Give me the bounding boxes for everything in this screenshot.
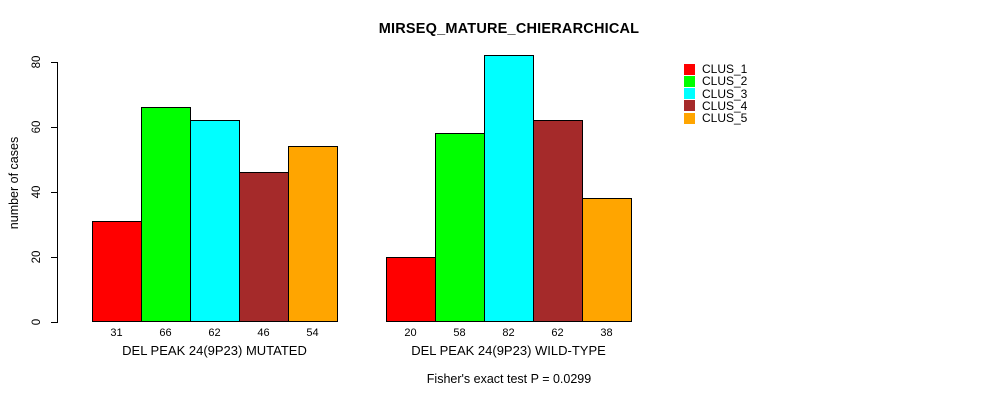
y-tick-20 — [51, 256, 58, 258]
bar-value-clus_5-group1: 54 — [306, 327, 319, 339]
bar-clus_3-group2 — [484, 55, 534, 322]
chart-title: MIRSEQ_MATURE_CHIERARCHICAL — [378, 21, 640, 37]
bar-value-clus_2-group2: 58 — [453, 327, 466, 339]
legend-item-clus_4: CLUS_4 — [684, 100, 747, 112]
bar-value-clus_3-group2: 82 — [502, 327, 515, 339]
bar-value-clus_4-group1: 46 — [257, 327, 270, 339]
bar-value-clus_1-group2: 20 — [404, 327, 417, 339]
y-tick-0 — [51, 321, 58, 323]
caption-fisher-test: Fisher's exact test P = 0.0299 — [426, 372, 592, 386]
legend-item-clus_3: CLUS_3 — [684, 88, 747, 100]
bar-clus_2-group1 — [141, 107, 191, 322]
legend-label-clus_3: CLUS_3 — [702, 86, 748, 101]
y-tick-80 — [51, 61, 58, 63]
legend-label-clus_1: CLUS_1 — [702, 62, 748, 76]
y-tick-label-0: 0 — [31, 318, 43, 326]
bar-clus_5-group2 — [582, 198, 632, 322]
bar-value-clus_2-group1: 66 — [159, 327, 172, 339]
bar-clus_1-group1 — [92, 221, 142, 322]
bar-value-clus_5-group2: 38 — [600, 327, 613, 339]
bar-clus_4-group2 — [533, 120, 583, 322]
legend-swatch-clus_5 — [684, 112, 695, 124]
y-tick-60 — [51, 126, 58, 128]
y-tick-40 — [51, 191, 58, 193]
bar-value-clus_4-group2: 62 — [551, 327, 564, 339]
bar-clus_1-group2 — [386, 257, 436, 322]
y-tick-label-20: 20 — [31, 250, 43, 264]
bar-clus_3-group1 — [190, 120, 240, 322]
legend-swatch-clus_3 — [684, 88, 695, 100]
legend-item-clus_2: CLUS_2 — [684, 75, 747, 87]
legend-swatch-clus_4 — [684, 100, 695, 112]
legend-item-clus_1: CLUS_1 — [684, 63, 747, 75]
bar-value-clus_3-group1: 62 — [208, 327, 221, 339]
bar-clus_4-group1 — [239, 172, 289, 322]
legend-swatch-clus_1 — [684, 63, 695, 75]
legend-swatch-clus_2 — [684, 75, 695, 87]
legend-label-clus_5: CLUS_5 — [702, 111, 748, 126]
legend-item-clus_5: CLUS_5 — [684, 112, 747, 124]
group-label-2: DEL PEAK 24(9P23) WILD-TYPE — [411, 343, 606, 358]
group-label-1: DEL PEAK 24(9P23) MUTATED — [122, 343, 307, 358]
y-tick-label-80: 80 — [31, 55, 43, 69]
bar-clus_2-group2 — [435, 133, 485, 322]
y-axis-label: number of cases — [7, 136, 21, 230]
y-tick-label-40: 40 — [31, 185, 43, 199]
y-tick-label-60: 60 — [31, 120, 43, 134]
bar-clus_5-group1 — [288, 146, 338, 322]
legend-label-clus_2: CLUS_2 — [702, 74, 748, 89]
legend-label-clus_4: CLUS_4 — [702, 98, 748, 113]
bar-value-clus_1-group1: 31 — [110, 327, 123, 339]
